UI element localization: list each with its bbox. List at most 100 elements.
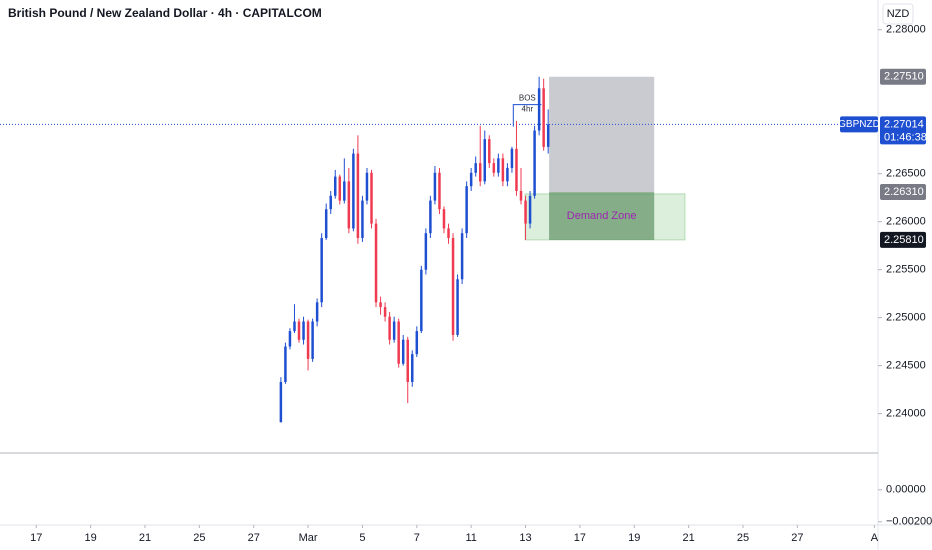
demand-zone [549,191,655,240]
candle-body [488,139,491,164]
x-tick-label: A [871,532,879,544]
price-label-box [880,231,926,248]
candle-body [315,302,319,322]
candle-body [338,176,342,201]
candle-body [478,163,482,182]
candle-body [311,321,314,359]
symbol-box [840,116,878,133]
candle-body [324,209,328,239]
candle-body [279,381,283,423]
candle-body [379,302,382,308]
candle-body [411,354,414,382]
x-tick-label: 19 [84,532,96,544]
x-tick-label: 11 [465,532,476,544]
last-price-box [880,116,926,145]
y2-tick-label: 0.00000 [886,484,926,496]
candle-body [497,158,500,173]
currency[interactable]: NZD [887,8,910,20]
x-tick-label: 21 [683,532,695,544]
candle-body [365,172,369,201]
candle-body [302,321,305,340]
price-label: 2.25810 [884,234,924,246]
x-tick-label: 25 [737,532,749,544]
candle-body [347,181,351,229]
candle-body [352,153,355,229]
x-tick-label: 25 [193,532,205,544]
candle-body [465,186,468,234]
candle-body [483,139,487,182]
candle-body [506,167,509,182]
countdown-label: 01:46:38 [884,131,927,143]
candle-body [343,181,346,201]
candle-body [510,148,514,168]
candle-body [474,163,477,173]
x-tick-label: 13 [519,532,531,544]
y-tick-label: 2.26000 [886,216,926,228]
candle-body [501,158,505,182]
candle-body [546,124,550,147]
candle-body [515,148,518,191]
currency-box[interactable] [882,3,914,25]
x-tick-label: Mar [299,532,318,544]
candle-body [406,339,409,382]
x-tick-label: 17 [574,532,586,544]
candle-body [537,88,541,131]
candle-body [433,172,437,201]
candle-body [392,321,396,340]
y-tick-label: 2.24000 [886,408,926,420]
x-tick-label: 27 [791,532,803,544]
candle-body [288,331,292,347]
last-price-label: 2.27014 [884,118,924,130]
candle-body [415,331,419,355]
candle-body [524,200,527,224]
x-tick-label: 17 [30,532,42,544]
candle-body [297,321,301,340]
symbol-label: GBPNZD [838,119,880,130]
candle-body [284,346,287,382]
candle-body [334,176,337,196]
candle-body [401,339,405,364]
x-tick-label: 21 [139,532,151,544]
chart-title: British Pound / New Zealand Dollar · 4h … [8,6,322,20]
bos-label: BOS [519,94,536,103]
target-box [549,76,655,192]
candle-body [306,321,310,359]
y-tick-label: 2.28000 [886,24,926,36]
y-tick-label: 2.24500 [886,360,926,372]
candle-body [424,233,428,270]
candle-body [528,195,532,224]
candle-body [429,200,432,234]
y-tick-label: 2.25500 [886,264,926,276]
y-tick-label: 2.25000 [886,312,926,324]
candle-body [469,172,473,187]
candle-body [447,228,450,239]
x-tick-label: 5 [359,532,365,544]
x-tick-label: 7 [414,532,420,544]
candle-body [456,279,459,335]
y-tick-label: 2.26500 [886,168,926,180]
candle-body [374,223,378,303]
price-label: 2.26310 [884,186,924,198]
candle-body [519,190,523,201]
demand-zone-label: Demand Zone [567,210,637,222]
y2-tick-label: −0.00200 [886,516,932,528]
price-label-box [880,68,926,85]
candle-body [356,153,360,239]
candle-body [383,307,387,317]
candle-body [293,321,296,332]
candle-body [438,172,441,210]
candle-body [533,130,536,196]
candle-body [451,238,455,335]
candle-body [442,209,446,229]
price-label-box [880,183,926,200]
candle-body [320,238,323,303]
candle-body [397,321,400,364]
candle-body [329,195,332,210]
bos-line [512,104,542,127]
x-tick-label: 19 [628,532,640,544]
x-tick-label: 27 [248,532,260,544]
candle-body [492,163,496,173]
